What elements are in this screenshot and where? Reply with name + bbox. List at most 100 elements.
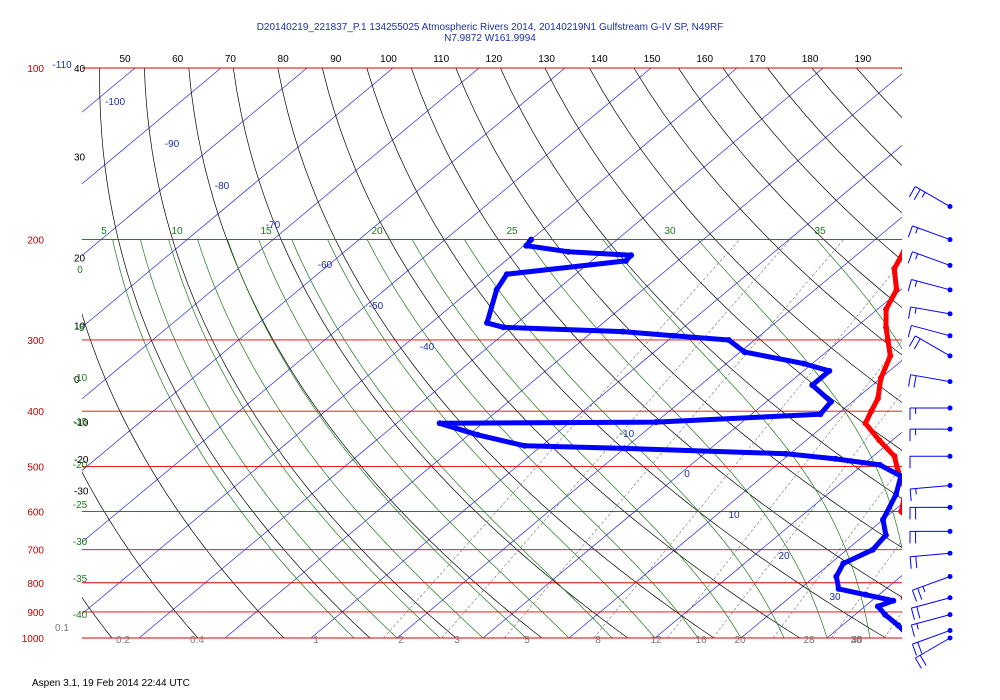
moist-adiabat-top-label: 25 <box>506 226 518 237</box>
moist-adiabat-left-label: -10 <box>73 373 88 384</box>
wind-barb-half-flag <box>915 253 919 260</box>
isotherm-label: -10 <box>620 429 635 440</box>
dewpoint-profile <box>437 237 902 633</box>
wind-barb-flag <box>917 588 923 600</box>
moist-adiabat-left-label: -25 <box>73 500 88 511</box>
isotherm-line <box>82 68 308 256</box>
mixing-ratio-label: 16 <box>695 635 707 646</box>
temperature-profile-point <box>900 595 902 601</box>
mixing-ratio-line <box>831 540 902 638</box>
wind-barb-staff <box>912 576 951 591</box>
dry-adiabat-line <box>410 68 902 598</box>
dewpoint-profile-point <box>817 411 824 418</box>
wind-barb-half-flag <box>921 191 926 198</box>
title-line-1: D20140219_221837_P.1 134255025 Atmospher… <box>256 22 724 33</box>
moist-adiabat-line <box>258 239 570 638</box>
mixing-ratio-label: 40 <box>851 635 863 646</box>
dewpoint-profile-point <box>833 573 840 580</box>
mixing-ratio-line <box>593 260 902 638</box>
top-theta-tick-label: 160 <box>696 54 713 65</box>
dewpoint-profile-point <box>528 236 535 243</box>
dewpoint-profile-point <box>862 591 869 598</box>
dry-adiabat-line <box>990 68 1000 638</box>
isotherm-line <box>310 145 902 638</box>
moist-adiabat-left-label: 0 <box>77 265 83 276</box>
pressure-tick-label: 400 <box>27 407 44 418</box>
dewpoint-profile-point <box>903 630 909 636</box>
temperature-profile-point <box>884 337 891 343</box>
pressure-tick-label: 700 <box>27 546 44 557</box>
isotherm-line <box>138 68 824 638</box>
mixing-ratio-label: 28 <box>803 635 815 646</box>
isotherm-label: -80 <box>215 181 230 192</box>
wind-barb-flag <box>907 251 913 264</box>
dewpoint-profile-point <box>882 532 889 539</box>
moist-adiabat-top-label: 20 <box>371 226 383 237</box>
isotherm-line <box>224 73 902 638</box>
wind-barb-flag <box>913 338 921 350</box>
temperature-profile-point <box>898 508 902 515</box>
mixing-ratio-label: 12 <box>650 635 662 646</box>
moist-adiabat-left-label: -20 <box>73 460 88 471</box>
dry-adiabat-label: -30 <box>74 486 89 497</box>
wind-barb-staff <box>911 278 951 291</box>
moist-adiabat-line <box>526 239 828 638</box>
moist-adiabat-line <box>411 239 742 638</box>
moist-adiabat-top-label: 30 <box>664 226 676 237</box>
dewpoint-profile-point <box>800 360 807 367</box>
dewpoint-profile-point <box>828 398 834 405</box>
moist-adiabat-left-label: -15 <box>73 417 88 428</box>
dewpoint-profile-point <box>893 491 899 498</box>
isotherm-line <box>396 216 902 638</box>
mixing-ratio-line <box>954 240 1000 638</box>
dry-adiabat-line <box>82 313 285 638</box>
dewpoint-profile-point <box>621 445 628 452</box>
moist-adiabat-line <box>197 239 484 638</box>
footer-text: Aspen 3.1, 19 Feb 2014 22:44 UTC <box>32 678 190 689</box>
temperature-profile-point <box>893 286 900 293</box>
dry-adiabat-label: -10 <box>74 418 89 429</box>
mixing-ratio-label: 3 <box>454 635 460 646</box>
top-theta-tick-label: 100 <box>380 54 397 65</box>
dewpoint-profile-point <box>809 382 816 389</box>
isotherm-line <box>82 68 480 400</box>
temperature-profile-point <box>877 375 884 382</box>
temperature-profile-point <box>876 437 883 444</box>
dewpoint-profile-point <box>908 635 914 641</box>
moist-adiabat-line <box>227 239 527 638</box>
dry-adiabat-line <box>856 68 902 119</box>
mixing-ratio-label: 1 <box>313 635 319 646</box>
moist-adiabat-left-label: -40 <box>73 610 88 621</box>
wind-barb-half-flag <box>916 623 919 630</box>
mixing-ratio-label: 0.4 <box>190 635 204 646</box>
isotherm-label: -110 <box>52 60 72 71</box>
isotherm-line <box>82 68 222 185</box>
moist-adiabat-left-label: -35 <box>73 574 88 585</box>
dry-adiabat-line <box>82 597 113 638</box>
dry-adiabat-line <box>455 68 902 548</box>
temperature-profile-point <box>891 265 898 272</box>
dry-adiabat-line <box>99 68 371 638</box>
isotherm-label: 10 <box>728 510 740 521</box>
dewpoint-profile-point <box>622 257 629 264</box>
isotherm-label: -50 <box>369 301 384 312</box>
top-theta-tick-label: 180 <box>802 54 819 65</box>
mixing-ratio-line <box>504 239 844 638</box>
dewpoint-profile-point <box>895 622 902 629</box>
temperature-profile-point <box>891 453 898 460</box>
top-theta-tick-label: 120 <box>486 54 503 65</box>
isotherm-label: -70 <box>266 220 281 231</box>
isotherm-label: -100 <box>105 97 125 108</box>
dewpoint-profile-point <box>670 332 677 339</box>
wind-barb-flag <box>914 657 922 669</box>
top-theta-tick-label: 130 <box>538 54 555 65</box>
dry-adiabat-line <box>678 68 902 309</box>
pressure-tick-label: 900 <box>27 608 44 619</box>
dry-adiabat-line <box>321 68 801 638</box>
dewpoint-profile-point <box>869 546 876 553</box>
dewpoint-profile-point <box>826 367 833 374</box>
wind-barb-half-flag <box>922 586 926 593</box>
wind-barb-flag <box>908 335 916 347</box>
mixing-ratio-line <box>772 465 902 638</box>
